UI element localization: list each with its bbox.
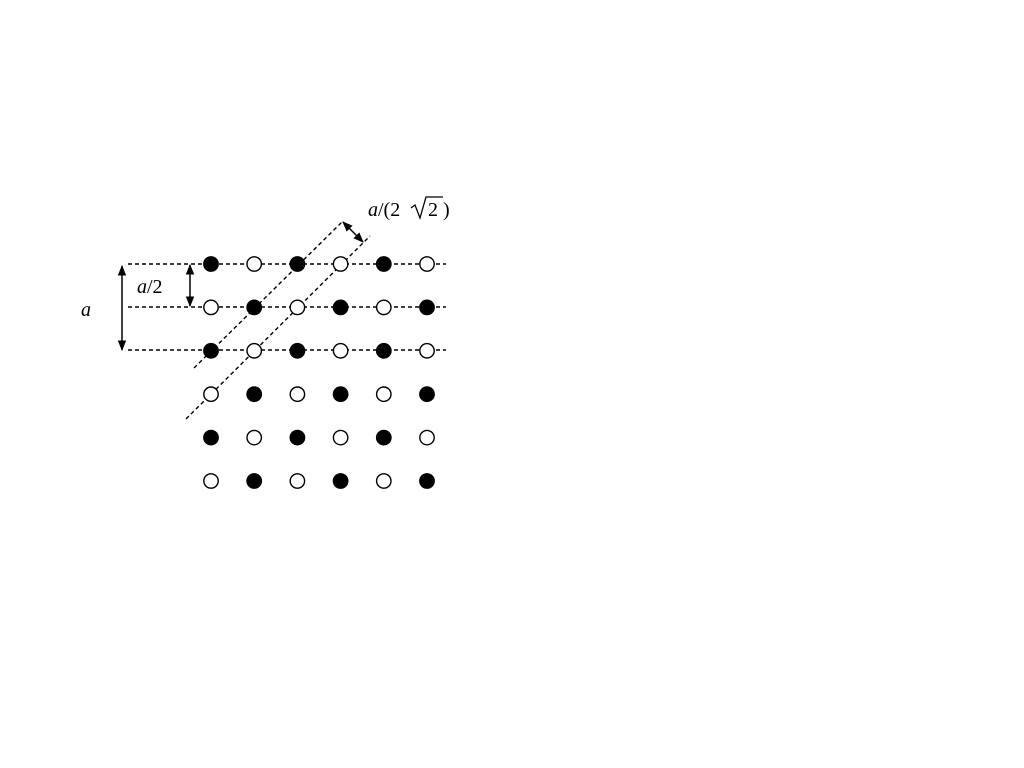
svg-text:a/(2: a/(2 <box>368 199 400 221</box>
open-atom <box>375 299 392 316</box>
filled-atom <box>375 342 392 359</box>
open-atom <box>419 342 435 359</box>
diag-label-sqrt-arg: 2 <box>428 199 438 221</box>
open-atom <box>419 429 435 446</box>
diagonal-spacing-label: a/(2 2 ) <box>368 196 450 221</box>
filled-atom <box>289 429 306 446</box>
open-atom <box>332 429 349 446</box>
half-spacing-label-a: a <box>137 276 147 298</box>
open-atom <box>375 386 392 403</box>
lattice-constant-label: a <box>81 299 91 321</box>
filled-atom <box>332 299 349 316</box>
open-atom <box>289 386 306 403</box>
filled-atom <box>203 429 219 446</box>
diag-label-open: /(2 <box>378 199 400 221</box>
filled-atom <box>203 342 219 359</box>
atom-lattice <box>203 256 435 489</box>
filled-atom <box>419 386 435 403</box>
open-atom <box>246 342 263 359</box>
filled-atom <box>419 299 435 316</box>
open-atom <box>332 342 349 359</box>
open-atom <box>203 386 219 403</box>
open-atom <box>203 299 219 316</box>
open-atom <box>419 256 435 272</box>
open-atom <box>246 256 263 272</box>
filled-atom <box>246 299 263 316</box>
filled-atom <box>289 256 306 272</box>
filled-atom <box>419 473 435 489</box>
half-spacing-label-rest: /2 <box>147 276 163 298</box>
open-atom <box>203 473 219 489</box>
open-atom <box>246 429 263 446</box>
open-atom <box>332 256 349 272</box>
diag-label-close: ) <box>443 199 450 221</box>
open-atom <box>375 473 392 489</box>
filled-atom <box>332 386 349 403</box>
filled-atom <box>289 342 306 359</box>
diag-label-a: a <box>368 199 378 221</box>
filled-atom <box>332 473 349 489</box>
filled-atom <box>375 429 392 446</box>
open-atom <box>289 299 306 316</box>
half-spacing-label: a/2 <box>137 276 163 298</box>
diagonal-spacing-arrow <box>342 221 364 243</box>
filled-atom <box>203 256 219 272</box>
sqrt-symbol <box>410 196 443 221</box>
filled-atom <box>246 473 263 489</box>
filled-atom <box>375 256 392 272</box>
filled-atom <box>246 386 263 403</box>
open-atom <box>289 473 306 489</box>
diagonal-dashed-line-2 <box>185 235 371 420</box>
